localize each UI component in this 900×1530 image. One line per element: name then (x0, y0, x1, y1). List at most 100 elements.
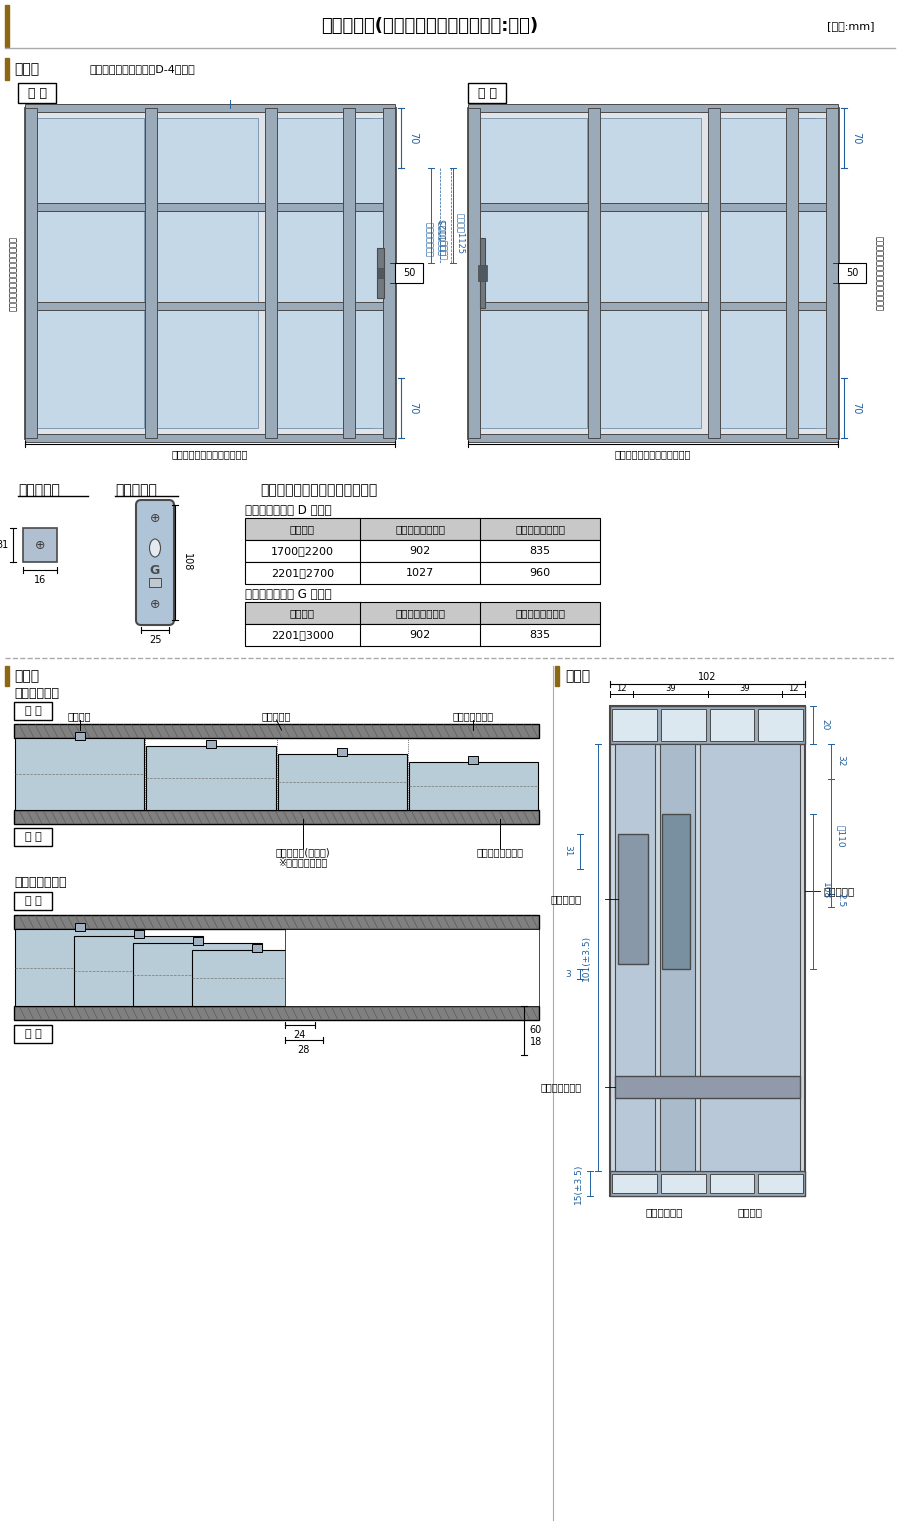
Text: 24: 24 (293, 1030, 306, 1040)
Bar (25, 301, 395, 311)
Text: ⊕: ⊕ (149, 511, 160, 525)
Text: 60: 60 (530, 1025, 542, 1034)
Bar (134, 930, 144, 938)
Bar (618, 834, 648, 964)
Bar (615, 1076, 800, 1099)
Bar (700, 744, 800, 1170)
Text: 12: 12 (616, 684, 626, 693)
Bar (468, 301, 838, 311)
Bar (14, 809, 539, 825)
Bar (133, 942, 263, 1007)
Bar (468, 203, 838, 211)
Text: 製品高さ: 製品高さ (290, 607, 315, 618)
Bar (594, 118, 701, 428)
Text: 裏 側: 裏 側 (478, 87, 497, 99)
Bar (193, 936, 202, 946)
Bar (5, 58, 9, 80)
Text: スライダー: スライダー (115, 483, 157, 497)
Text: パネルデザイン D の場合: パネルデザイン D の場合 (245, 503, 331, 517)
Bar (15, 737, 144, 809)
Bar (343, 109, 355, 438)
Text: シリンダーの高さ: シリンダーの高さ (395, 523, 445, 534)
Bar (5, 5, 9, 47)
Bar (610, 705, 805, 1196)
Bar (662, 814, 690, 968)
Text: ロック受けカマチ: ロック受けカマチ (476, 848, 523, 857)
Text: 28: 28 (297, 1045, 310, 1056)
Text: 引手高さ1125: 引手高さ1125 (438, 217, 447, 259)
Text: スライダー: スライダー (823, 886, 854, 897)
Text: 側面図: 側面図 (565, 669, 590, 682)
Bar (14, 915, 539, 929)
Bar (25, 109, 395, 438)
Bar (193, 950, 321, 1007)
Text: 70: 70 (408, 402, 418, 415)
Bar (480, 118, 587, 428)
Text: 2.5: 2.5 (836, 894, 845, 907)
Bar (18, 83, 56, 103)
Text: スライダー: スライダー (262, 711, 292, 721)
Bar (14, 892, 52, 910)
Bar (468, 435, 838, 442)
Bar (75, 923, 85, 930)
Ellipse shape (677, 718, 689, 731)
Text: 表 側: 表 側 (28, 87, 47, 99)
Bar (661, 708, 706, 741)
Bar (149, 578, 161, 588)
Text: 835: 835 (529, 546, 551, 555)
Text: 1027: 1027 (406, 568, 434, 578)
Bar (377, 248, 384, 298)
Bar (708, 118, 815, 428)
Bar (409, 762, 538, 809)
Bar (74, 936, 203, 1007)
Text: 70: 70 (408, 132, 418, 144)
Text: 製品高さ: 製品高さ (290, 523, 315, 534)
Text: 床ガイド: 床ガイド (68, 711, 92, 721)
Bar (788, 118, 826, 428)
Text: 39: 39 (740, 684, 750, 693)
Bar (480, 239, 485, 308)
Text: 31: 31 (0, 540, 8, 549)
Bar (14, 702, 52, 721)
Text: シリンダー・スライダーの高さ: シリンダー・スライダーの高さ (260, 483, 377, 497)
Text: 108: 108 (821, 883, 830, 900)
Text: 50: 50 (403, 268, 415, 278)
Bar (37, 118, 144, 428)
Bar (265, 109, 277, 438)
Bar (612, 1174, 657, 1193)
Bar (588, 109, 600, 438)
Bar (468, 109, 480, 438)
Bar (14, 724, 539, 737)
Text: 25: 25 (148, 635, 161, 646)
Bar (377, 268, 384, 278)
Text: 裏 側: 裏 側 (24, 897, 41, 906)
Text: シリンダー: シリンダー (551, 894, 582, 904)
Ellipse shape (28, 531, 52, 558)
Bar (265, 118, 372, 428)
Text: ※鍵を差し込む側: ※鍵を差し込む側 (278, 857, 328, 868)
Text: 製品高さ（床面からレール上端）: 製品高さ（床面からレール上端） (8, 236, 17, 311)
Ellipse shape (775, 718, 787, 731)
Text: ドアストッパー: ドアストッパー (541, 1082, 582, 1092)
Text: 平面図: 平面図 (14, 669, 39, 682)
Bar (610, 705, 805, 744)
Bar (708, 109, 720, 438)
Text: 1700～2200: 1700～2200 (271, 546, 334, 555)
Text: スライダーの高さ: スライダーの高さ (515, 607, 565, 618)
Bar (5, 666, 9, 685)
Text: 960: 960 (529, 568, 551, 578)
Text: シリンダーの高さ: シリンダーの高さ (395, 607, 445, 618)
Bar (277, 754, 407, 809)
Text: シリンダー高さ: シリンダー高さ (436, 220, 446, 256)
Text: ⊕: ⊕ (35, 539, 45, 551)
Bar (758, 708, 803, 741)
Bar (660, 744, 695, 1170)
Text: 101(±3.5): 101(±3.5) (581, 935, 590, 981)
Bar (145, 109, 157, 438)
Text: 39: 39 (665, 684, 676, 693)
Bar (709, 708, 754, 741)
Bar (709, 1174, 754, 1193)
Text: 835: 835 (529, 630, 551, 640)
Text: 製品幅（取付け部の開口幅）: 製品幅（取付け部の開口幅） (172, 448, 248, 459)
Text: 31: 31 (563, 845, 572, 857)
